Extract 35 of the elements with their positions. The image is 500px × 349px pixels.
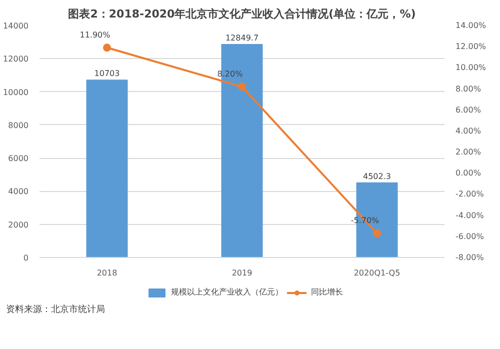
x-tick-label: 2019: [232, 268, 252, 278]
chart-title: 图表2：2018-2020年北京市文化产业收入合计情况(单位：亿元，%): [68, 8, 416, 20]
y2-tick-label: 0.00%: [456, 168, 482, 178]
point: [373, 229, 381, 238]
y2-tick-label: -4.00%: [456, 210, 484, 220]
x-tick-label: 2020Q1-Q5: [354, 268, 400, 278]
legend-label: 规模以上文化产业收入（亿元）: [171, 286, 283, 298]
y2-tick-label: 2.00%: [456, 148, 482, 157]
y2-tick-label: 4.00%: [456, 126, 482, 136]
x-tick-label: 2018: [96, 268, 118, 278]
data-label: 4502.3: [363, 172, 392, 181]
data-label: 10703: [94, 69, 120, 78]
text: 资料来源：北京市统计局: [6, 304, 105, 317]
y-tick-label: 8000: [8, 120, 28, 130]
y2-tick-label: 12.00%: [456, 42, 486, 52]
y-tick-label: 6000: [8, 154, 28, 164]
y-tick-label: 0: [23, 254, 29, 262]
bar: [86, 80, 128, 258]
y-tick-label: 14000: [3, 22, 29, 30]
y2-tick-label: -2.00%: [456, 190, 484, 199]
point: [238, 82, 246, 91]
y2-tick-label: -6.00%: [456, 232, 484, 241]
legend-label: 同比增长: [311, 286, 343, 298]
y-tick-label: 10000: [3, 88, 29, 97]
y2-tick-label: 14.00%: [456, 21, 486, 30]
y-tick-label: 2000: [8, 220, 28, 230]
point: [103, 44, 111, 52]
data-label: 12849.7: [225, 34, 259, 43]
y-tick-label: 12000: [3, 54, 29, 64]
y2-tick-label: 6.00%: [456, 105, 482, 114]
data-label: 11.90%: [80, 30, 111, 40]
y2-tick-label: 10.00%: [456, 63, 486, 72]
y-tick-label: 4000: [8, 187, 28, 196]
y2-tick-label: -8.00%: [456, 253, 484, 262]
y2-tick-label: 8.00%: [456, 84, 482, 94]
